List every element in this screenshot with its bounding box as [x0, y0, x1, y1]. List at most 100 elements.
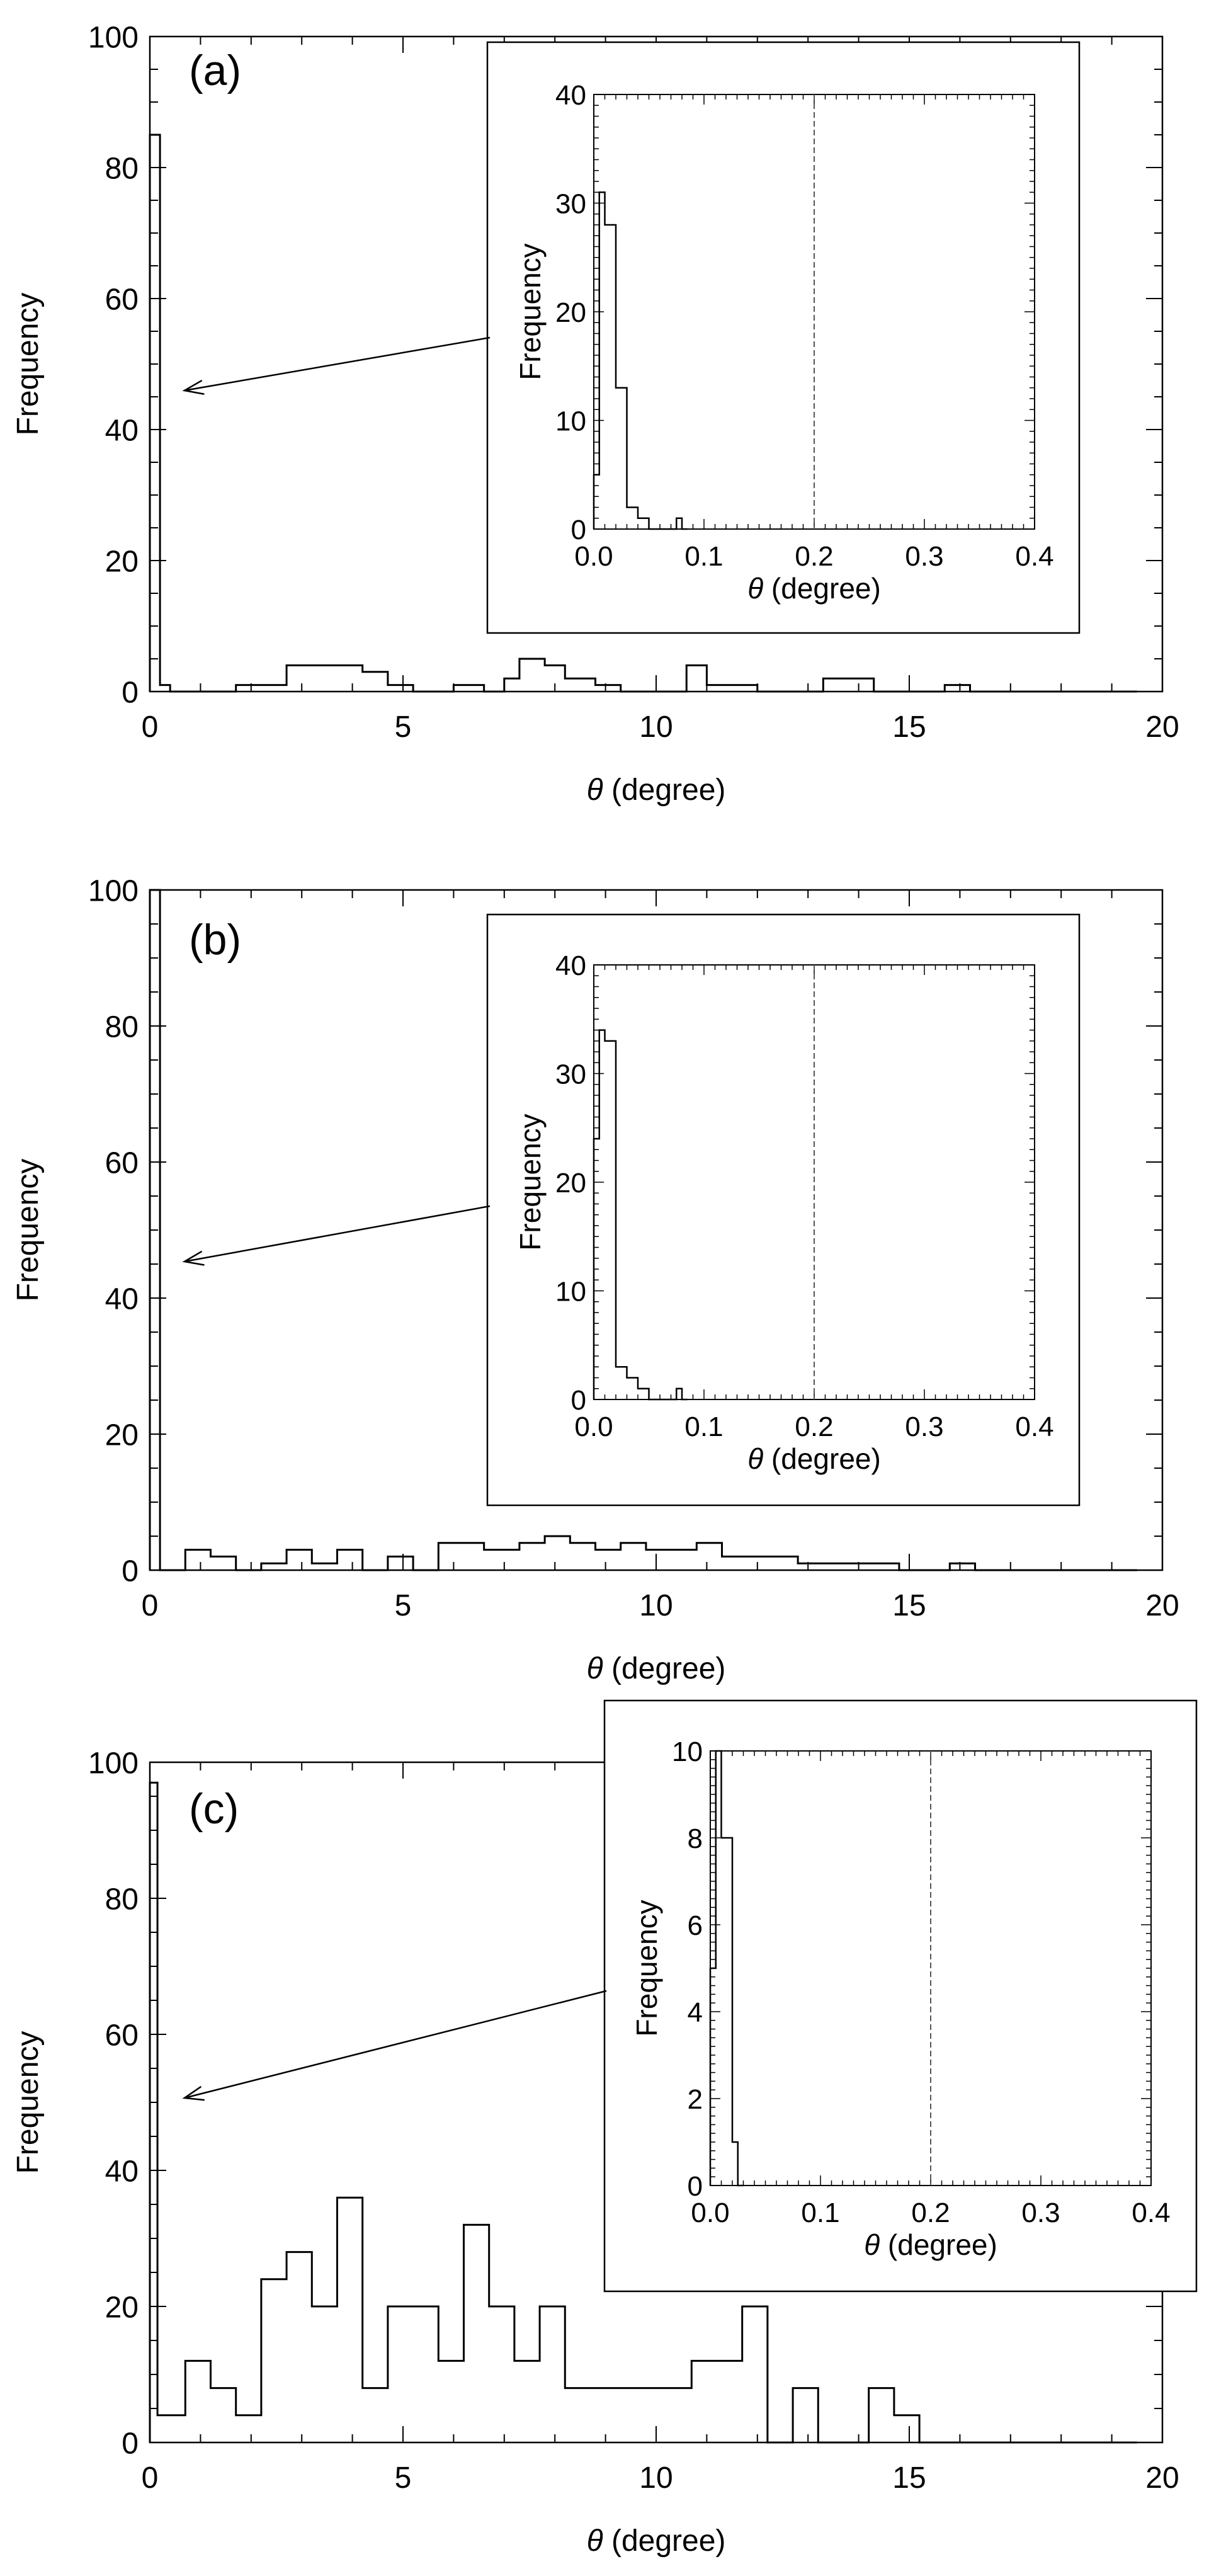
- panel-c-inset-x-axis-title-symbol: θ: [864, 2228, 880, 2261]
- panel-b-x-tick-label: 15: [892, 1589, 926, 1622]
- panel-c-histogram-bin: [337, 2197, 362, 2442]
- panel-a-y-tick-label: 80: [105, 152, 139, 185]
- panel-b-inset-histogram-bin: [627, 1378, 639, 1400]
- panel-b-histogram-outline: [149, 889, 1137, 1571]
- panel-c-histogram-bin: [388, 2306, 438, 2442]
- panel-c-inset-y-tick-label: 6: [688, 1910, 703, 1941]
- panel-b-y-tick-label: 0: [122, 1554, 139, 1588]
- panel-c-inset-box: [603, 1699, 1198, 2293]
- panel-a-inset-histogram-bin: [627, 508, 639, 530]
- panel-a-x-axis-title: θ (degree): [587, 773, 726, 807]
- panel-a-inset-y-axis-title: Frequency: [514, 243, 547, 380]
- panel-c-histogram-bin: [287, 2252, 312, 2442]
- panel-a-inset-y-tick-label: 10: [555, 406, 586, 436]
- panel-b-x-axis-title: θ (degree): [587, 1652, 726, 1685]
- panel-b-inset-histogram-bin: [676, 1389, 682, 1399]
- panel-b-x-tick-label: 20: [1145, 1589, 1179, 1622]
- panel-c-inset-y-tick-label: 0: [688, 2171, 703, 2202]
- panel-b-inset-y-tick-label: 0: [571, 1385, 586, 1416]
- panel-a-inset-x-axis-title: θ (degree): [747, 572, 881, 605]
- panel-a-y-tick-label: 100: [88, 21, 139, 54]
- panel-b-histogram-bin: [210, 1556, 236, 1570]
- panel-b-y-axis-title: Frequency: [11, 1159, 45, 1302]
- panel-c-inset-x-axis-title-text: (degree): [880, 2228, 997, 2261]
- panel-b-histogram-bin: [596, 1550, 621, 1570]
- panel-c-x-tick-label: 10: [639, 2461, 673, 2495]
- panel-b-inset-x-tick-label: 0.3: [905, 1411, 943, 1442]
- panel-b-histogram-bin: [438, 1543, 484, 1570]
- panel-b-histogram-bin: [519, 1543, 545, 1570]
- panel-a-inset-y-tick-label: 40: [555, 80, 586, 111]
- panel-c-histogram-bin: [489, 2306, 514, 2442]
- panel-b-inset-y-tick-label: 30: [555, 1059, 586, 1090]
- panel-a-histogram-outline: [149, 134, 1137, 693]
- panel-c-inset-histogram-bin: [722, 1838, 733, 2186]
- panel-c-inset-y-axis-title: Frequency: [630, 1900, 663, 2036]
- panel-c-histogram-bin: [150, 1782, 157, 2442]
- panel-c-inset-x-tick-label: 0.3: [1021, 2197, 1060, 2228]
- panel-b-y-tick-label: 40: [105, 1282, 139, 1316]
- panel-c-histogram-bin: [691, 2361, 742, 2442]
- panel-b-y-tick-label: 100: [88, 874, 139, 908]
- panel-c-y-tick-label: 100: [88, 1747, 139, 1780]
- panel-a-histogram-bin: [287, 665, 363, 692]
- panel-a-x-axis-title-symbol: θ: [587, 773, 603, 807]
- panel-a-arrowhead: [182, 379, 205, 395]
- panel-b-inset-box: [486, 913, 1081, 1507]
- panel-a-x-tick-label: 10: [639, 710, 673, 744]
- panel-a-x-tick-label: 15: [892, 710, 926, 744]
- panel-b-histogram-bin: [722, 1556, 747, 1570]
- panel-c-arrowhead: [182, 2085, 205, 2101]
- panel-a-inset-box: [486, 41, 1081, 634]
- panel-a-inset-y-tick-label: 0: [571, 515, 586, 545]
- panel-c-histogram-bin: [742, 2306, 768, 2442]
- panel-b-inset-histogram-bin: [638, 1389, 649, 1399]
- panel-c-label: (c): [189, 1785, 239, 1833]
- panel-c-y-tick-label: 20: [105, 2291, 139, 2324]
- panel-c-y-tick-label: 80: [105, 1883, 139, 1916]
- panel-b-histogram-bin: [696, 1543, 722, 1570]
- panel-c-inset-x-tick-label: 0.1: [801, 2197, 839, 2228]
- panel-c-y-tick-label: 0: [122, 2427, 139, 2460]
- panel-a-x-tick-label: 20: [1145, 710, 1179, 744]
- panel-c-inset-y-tick-label: 2: [688, 2084, 703, 2115]
- panel-c-histogram-bin: [312, 2306, 337, 2442]
- panel-b-inset-histogram-bin: [599, 1030, 605, 1400]
- panel-a-label: (a): [189, 47, 241, 94]
- panel-c-histogram-outline: [149, 1781, 1137, 2444]
- panel-b-histogram-bin: [950, 1563, 975, 1570]
- panel-b-arrowhead: [182, 1250, 205, 1266]
- panel-a-y-axis-title: Frequency: [11, 293, 45, 436]
- panel-a-histogram-bin: [707, 685, 757, 692]
- panel-c-histogram-bin: [236, 2415, 261, 2442]
- panel-b-histogram-bin: [484, 1550, 519, 1570]
- panel-c-x-tick-label: 0: [142, 2461, 159, 2495]
- panel-a-inset-histogram-bin: [605, 225, 616, 529]
- panel-a-histogram-bin: [504, 678, 519, 692]
- panel-c-inset-x-tick-label: 0.0: [691, 2197, 729, 2228]
- panel-b-x-tick-label: 0: [142, 1589, 159, 1622]
- panel-c-histogram-bin: [185, 2361, 210, 2442]
- panel-b-y-tick-label: 80: [105, 1010, 139, 1044]
- panel-a-histogram-bin: [565, 678, 595, 692]
- panel-c-x-tick-label: 5: [395, 2461, 412, 2495]
- panel-b-y-tick-label: 60: [105, 1146, 139, 1180]
- panel-c-histogram-bin: [363, 2388, 388, 2442]
- panel-a-inset-y-tick-label: 30: [555, 188, 586, 219]
- panel-b-inset-x-tick-label: 0.1: [684, 1411, 723, 1442]
- panel-a-histogram-bin: [945, 685, 970, 692]
- panel-c-histogram-bin: [438, 2361, 463, 2442]
- panel-b-histogram-bin: [185, 1550, 210, 1570]
- panel-a-inset-y-tick-label: 20: [555, 297, 586, 328]
- panel-a-histogram-bin: [453, 685, 484, 692]
- panel-a-inset-histogram-outline: [593, 191, 688, 530]
- panel-c-histogram-bin: [793, 2388, 818, 2442]
- panel-a-inset-histogram-bin: [594, 475, 599, 529]
- panel-c-inset-y-tick-label: 4: [688, 1997, 703, 2028]
- panel-a-y-tick-label: 40: [105, 414, 139, 447]
- panel-b-inset-x-tick-label: 0.2: [795, 1411, 833, 1442]
- panel-a-inset-histogram-bin: [599, 192, 605, 529]
- panel-b-inset-x-axis-title: θ (degree): [747, 1442, 881, 1475]
- panel-c-inset-y-tick-label: 8: [688, 1823, 703, 1854]
